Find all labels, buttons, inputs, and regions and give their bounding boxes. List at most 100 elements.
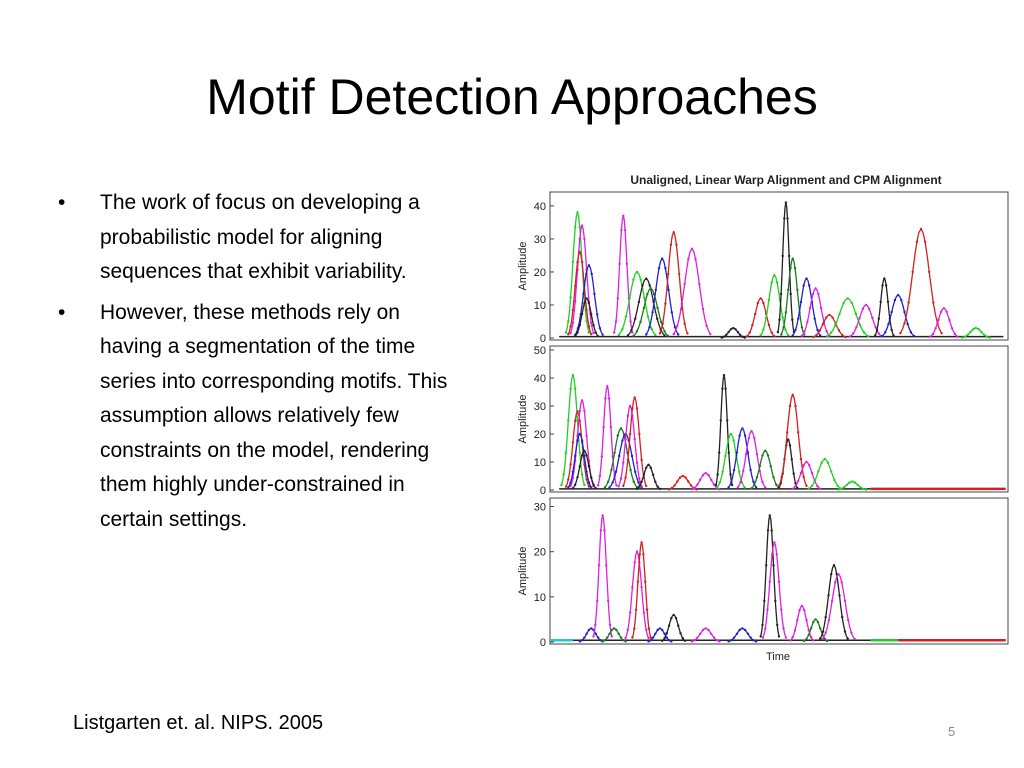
series-marker (763, 599, 766, 603)
series-marker (585, 478, 588, 481)
series-marker (646, 315, 650, 318)
x-axis-label: Time (766, 651, 790, 663)
series-marker (626, 458, 630, 462)
series-marker (560, 483, 563, 487)
series-marker (746, 632, 750, 635)
series-marker (707, 628, 710, 632)
bullet-list: • The work of focus on developing a prob… (58, 186, 463, 543)
series-marker (635, 330, 639, 333)
series-marker (608, 632, 611, 635)
series-marker (825, 316, 828, 319)
series-marker (963, 335, 967, 338)
series-marker (842, 301, 845, 305)
series-marker (656, 306, 659, 310)
series-marker (637, 300, 641, 304)
series-marker (790, 458, 793, 461)
series-marker (640, 485, 643, 488)
series-marker (642, 306, 646, 310)
series-marker (583, 449, 586, 452)
series-marker (633, 561, 636, 564)
series-marker (783, 217, 786, 220)
series-marker (802, 475, 805, 479)
series-marker (576, 476, 579, 479)
series-marker (716, 473, 719, 476)
series-marker (594, 331, 597, 334)
series-marker (937, 318, 940, 322)
series-marker (578, 237, 581, 241)
series-marker (724, 387, 727, 390)
series-marker (583, 301, 586, 305)
series-marker (745, 335, 749, 338)
series-marker (574, 419, 577, 422)
series-marker (695, 488, 698, 491)
series-marker (620, 229, 623, 232)
series-marker (743, 486, 746, 489)
series-marker (607, 480, 610, 483)
y-tick-label: 0 (540, 333, 546, 345)
series-marker (923, 240, 927, 243)
series-marker (578, 451, 581, 454)
series-marker (802, 284, 805, 287)
series-marker (796, 486, 799, 489)
series-marker (606, 385, 609, 388)
series-marker (761, 636, 765, 639)
series-marker (794, 485, 797, 488)
series-marker (805, 484, 808, 487)
series-marker (779, 292, 783, 296)
series-marker (754, 312, 757, 316)
series-marker (741, 627, 744, 630)
series-marker (578, 432, 581, 436)
series-marker (634, 317, 637, 320)
series-marker (909, 331, 913, 334)
series-marker (590, 321, 593, 324)
bullet-item: • However, these methods rely on having … (58, 296, 463, 538)
series-marker (721, 470, 724, 473)
series-marker (632, 278, 635, 281)
citation: Listgarten et. al. NIPS. 2005 (73, 712, 324, 734)
series-marker (799, 471, 803, 475)
series-marker (807, 487, 810, 490)
series-marker (817, 470, 820, 473)
series-marker (583, 237, 586, 241)
series-marker (730, 639, 733, 642)
series-marker (647, 627, 651, 630)
series-marker (727, 640, 730, 643)
series-marker (679, 632, 682, 635)
series-marker (736, 330, 739, 334)
series-marker (842, 486, 846, 489)
series-marker (826, 461, 830, 464)
series-marker (578, 250, 581, 254)
series-marker (767, 298, 771, 302)
series-marker (792, 472, 795, 475)
series-marker (674, 616, 678, 620)
series-marker (838, 594, 841, 597)
series-marker (635, 461, 639, 464)
series-marker (603, 639, 607, 642)
series-marker (592, 331, 595, 335)
series-marker (945, 310, 948, 313)
series-marker (712, 636, 716, 639)
series-marker (661, 639, 664, 642)
series-marker (764, 627, 767, 630)
series-marker (794, 328, 797, 332)
series-marker (738, 628, 741, 632)
series-marker (738, 434, 741, 437)
series-marker (718, 488, 721, 491)
series-marker (858, 323, 862, 327)
series-marker (651, 311, 654, 314)
series-marker (677, 624, 680, 627)
series-marker (886, 300, 890, 304)
series-marker (576, 331, 579, 334)
series-marker (732, 326, 735, 330)
series-marker (783, 457, 786, 461)
y-tick-label: 30 (534, 502, 546, 514)
series-marker (567, 478, 570, 481)
series-marker (892, 334, 895, 337)
series-marker (735, 632, 739, 635)
series-marker (603, 529, 606, 532)
series-marker (631, 331, 634, 334)
series-marker (750, 430, 753, 433)
series-marker (594, 632, 597, 635)
series-marker (648, 284, 651, 287)
series-marker (819, 627, 822, 630)
